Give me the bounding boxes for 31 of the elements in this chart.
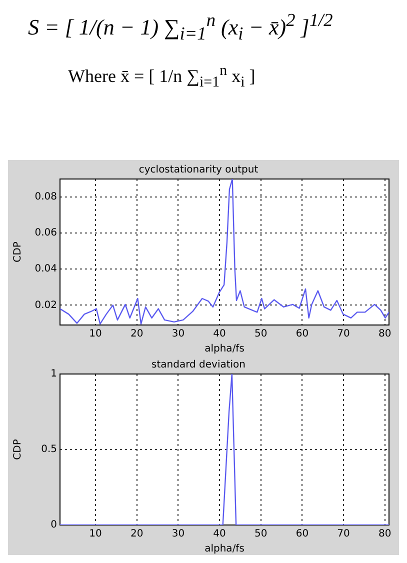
x-tick-label: 80 xyxy=(378,528,392,540)
y-tick-label: 0.08 xyxy=(34,192,57,203)
y-tick-label: 0.5 xyxy=(41,444,57,456)
x-tick-label: 10 xyxy=(89,328,102,340)
y-tick-label: 0.02 xyxy=(34,300,57,311)
x-tick-label: 30 xyxy=(172,328,185,340)
x-tick-label: 50 xyxy=(254,528,268,540)
text: S = [ 1/(n − 1) ∑$_{i=1}$$^{n}$ (x$_{i}$ − x̄)$^{2}$ ]$^{1/2}$ xyxy=(28,10,333,44)
y-tick-label: 0.06 xyxy=(34,228,57,239)
x-tick-label: 80 xyxy=(378,328,392,340)
x-tick-label: 20 xyxy=(130,328,144,340)
x-tick-label: 60 xyxy=(296,528,309,540)
x-tick-label: 10 xyxy=(89,528,102,540)
x-tick-label: 70 xyxy=(337,528,350,540)
x-axis-title: alpha/fs xyxy=(204,544,244,555)
chart-title: standard deviation xyxy=(151,360,246,371)
x-tick-label: 70 xyxy=(337,328,350,340)
text: Where x̄ = [ 1/n ∑$_{i=1}$$^{n}$ x$_{i}$ ] xyxy=(68,62,256,92)
y-tick-label: 1 xyxy=(50,368,57,380)
y-tick-label: 0.04 xyxy=(34,264,57,275)
chart-title: cyclostationarity output xyxy=(138,164,258,176)
y-axis-title: CDP xyxy=(12,242,24,262)
x-tick-label: 50 xyxy=(254,328,268,340)
y-tick-label: 0 xyxy=(50,520,57,531)
y-axis-title: CDP xyxy=(12,439,24,460)
x-tick-label: 30 xyxy=(172,528,185,540)
x-tick-label: 40 xyxy=(213,528,226,540)
x-axis-title: alpha/fs xyxy=(204,344,244,355)
x-tick-label: 40 xyxy=(213,328,226,340)
x-tick-label: 20 xyxy=(130,528,144,540)
x-tick-label: 60 xyxy=(296,328,309,340)
